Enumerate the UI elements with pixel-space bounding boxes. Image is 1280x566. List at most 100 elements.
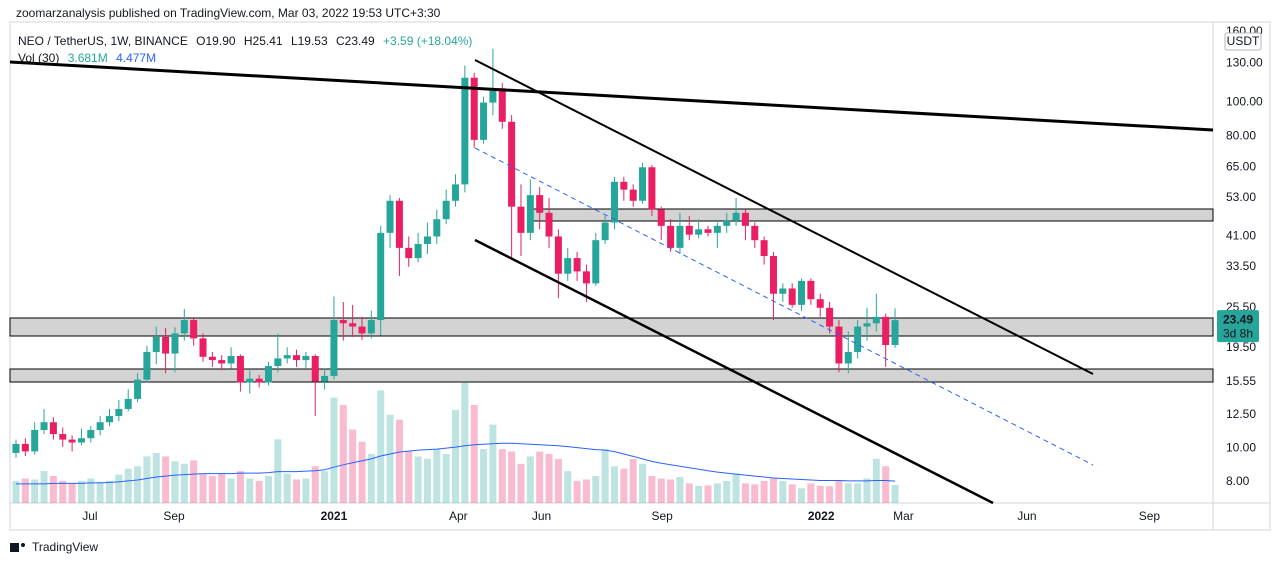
candle-body bbox=[199, 338, 207, 357]
candle-body bbox=[87, 430, 95, 439]
candle-body bbox=[882, 316, 890, 346]
candle-body bbox=[470, 77, 478, 140]
candle-body bbox=[12, 443, 20, 453]
candle-body bbox=[816, 299, 824, 308]
candle-body bbox=[274, 358, 282, 367]
volume-bar bbox=[377, 390, 385, 503]
candle-body bbox=[639, 167, 647, 201]
volume-bar bbox=[162, 456, 170, 503]
brand-logo bbox=[21, 543, 25, 547]
volume-bar bbox=[489, 424, 497, 503]
candle-body bbox=[835, 326, 843, 364]
volume-bar bbox=[657, 478, 665, 503]
candle-body bbox=[751, 225, 759, 241]
volume-bar bbox=[713, 483, 721, 503]
candle-body bbox=[657, 209, 665, 226]
volume-bar bbox=[124, 468, 132, 503]
volume-bar bbox=[891, 484, 899, 503]
candle-body bbox=[283, 355, 291, 359]
volume-bar bbox=[732, 473, 740, 503]
candle-body bbox=[339, 320, 347, 324]
candle-body bbox=[395, 200, 403, 248]
y-tick-label: 10.00 bbox=[1226, 441, 1256, 455]
candle-body bbox=[349, 323, 357, 327]
y-tick-label: 130.00 bbox=[1226, 55, 1263, 69]
candle-body bbox=[620, 181, 628, 190]
x-tick-label: Apr bbox=[449, 509, 468, 523]
candle-body bbox=[564, 258, 572, 274]
volume-bar bbox=[798, 488, 806, 503]
volume-bar bbox=[40, 471, 48, 503]
candle-body bbox=[536, 195, 544, 213]
candle-body bbox=[526, 195, 534, 233]
trend-line-dashed bbox=[474, 147, 1094, 466]
candle-body bbox=[405, 247, 413, 259]
volume-bar bbox=[517, 463, 525, 503]
volume-legend: Vol (30) 3.681M 4.477M bbox=[18, 51, 161, 65]
volume-bar bbox=[143, 456, 151, 503]
volume-bar bbox=[208, 476, 216, 503]
volume-bar bbox=[255, 480, 263, 503]
volume-bar bbox=[96, 481, 104, 503]
volume-bar bbox=[498, 449, 506, 503]
volume-bar bbox=[676, 477, 684, 503]
candle-body bbox=[685, 225, 693, 235]
volume-bar bbox=[59, 480, 67, 503]
volume-bar bbox=[293, 479, 301, 503]
candle-body bbox=[667, 225, 675, 248]
candle-body bbox=[807, 280, 815, 300]
volume-bar bbox=[395, 419, 403, 503]
candle-body bbox=[180, 320, 188, 334]
volume-bar bbox=[629, 458, 637, 503]
brand-logo bbox=[10, 543, 19, 552]
candle-body bbox=[358, 326, 366, 334]
candle-body bbox=[246, 378, 254, 383]
candle-body bbox=[162, 336, 170, 354]
volume-bar bbox=[844, 483, 852, 503]
volume-bar bbox=[283, 473, 291, 503]
y-tick-label: 100.00 bbox=[1226, 95, 1263, 109]
y-tick-label: 41.00 bbox=[1226, 229, 1256, 243]
volume-bar bbox=[68, 483, 76, 503]
volume-bar bbox=[741, 483, 749, 503]
volume-bar bbox=[405, 451, 413, 503]
candle-body bbox=[208, 356, 216, 361]
candle-body bbox=[293, 355, 301, 361]
candle-body bbox=[302, 355, 310, 361]
volume-bar bbox=[236, 471, 244, 503]
trend-line bbox=[474, 238, 994, 505]
volume-title: Vol (30) bbox=[18, 51, 60, 65]
volume-bar bbox=[367, 454, 375, 503]
candle-body bbox=[713, 225, 721, 233]
publisher: zoomarzanalysis published on TradingView… bbox=[16, 6, 441, 20]
volume-bar bbox=[863, 478, 871, 503]
candle-body bbox=[152, 336, 160, 352]
candle-body bbox=[218, 360, 226, 364]
candle-body bbox=[648, 167, 656, 210]
volume-bar bbox=[536, 451, 544, 503]
volume-bar bbox=[788, 484, 796, 503]
x-tick-label: Sep bbox=[652, 509, 674, 523]
volume-bar bbox=[685, 483, 693, 503]
candle-body bbox=[480, 102, 488, 140]
candle-body bbox=[321, 375, 329, 382]
y-tick-label: 80.00 bbox=[1226, 128, 1256, 142]
zone bbox=[9, 368, 1214, 383]
volume-bar bbox=[330, 397, 338, 503]
x-tick-label: 2021 bbox=[321, 509, 348, 523]
candle-body bbox=[489, 88, 497, 103]
volume-bar bbox=[311, 466, 319, 503]
candle-body bbox=[134, 379, 142, 399]
volume-ma-last: 4.477M bbox=[116, 51, 157, 65]
candle-body bbox=[601, 222, 609, 241]
volume-bar bbox=[769, 478, 777, 503]
candle-body bbox=[723, 220, 731, 226]
volume-bar bbox=[12, 480, 20, 503]
candle-body bbox=[582, 271, 590, 284]
candle-body bbox=[891, 320, 899, 346]
volume-bar bbox=[480, 449, 488, 503]
x-tick-label: 2022 bbox=[808, 509, 835, 523]
volume-bar bbox=[695, 485, 703, 503]
